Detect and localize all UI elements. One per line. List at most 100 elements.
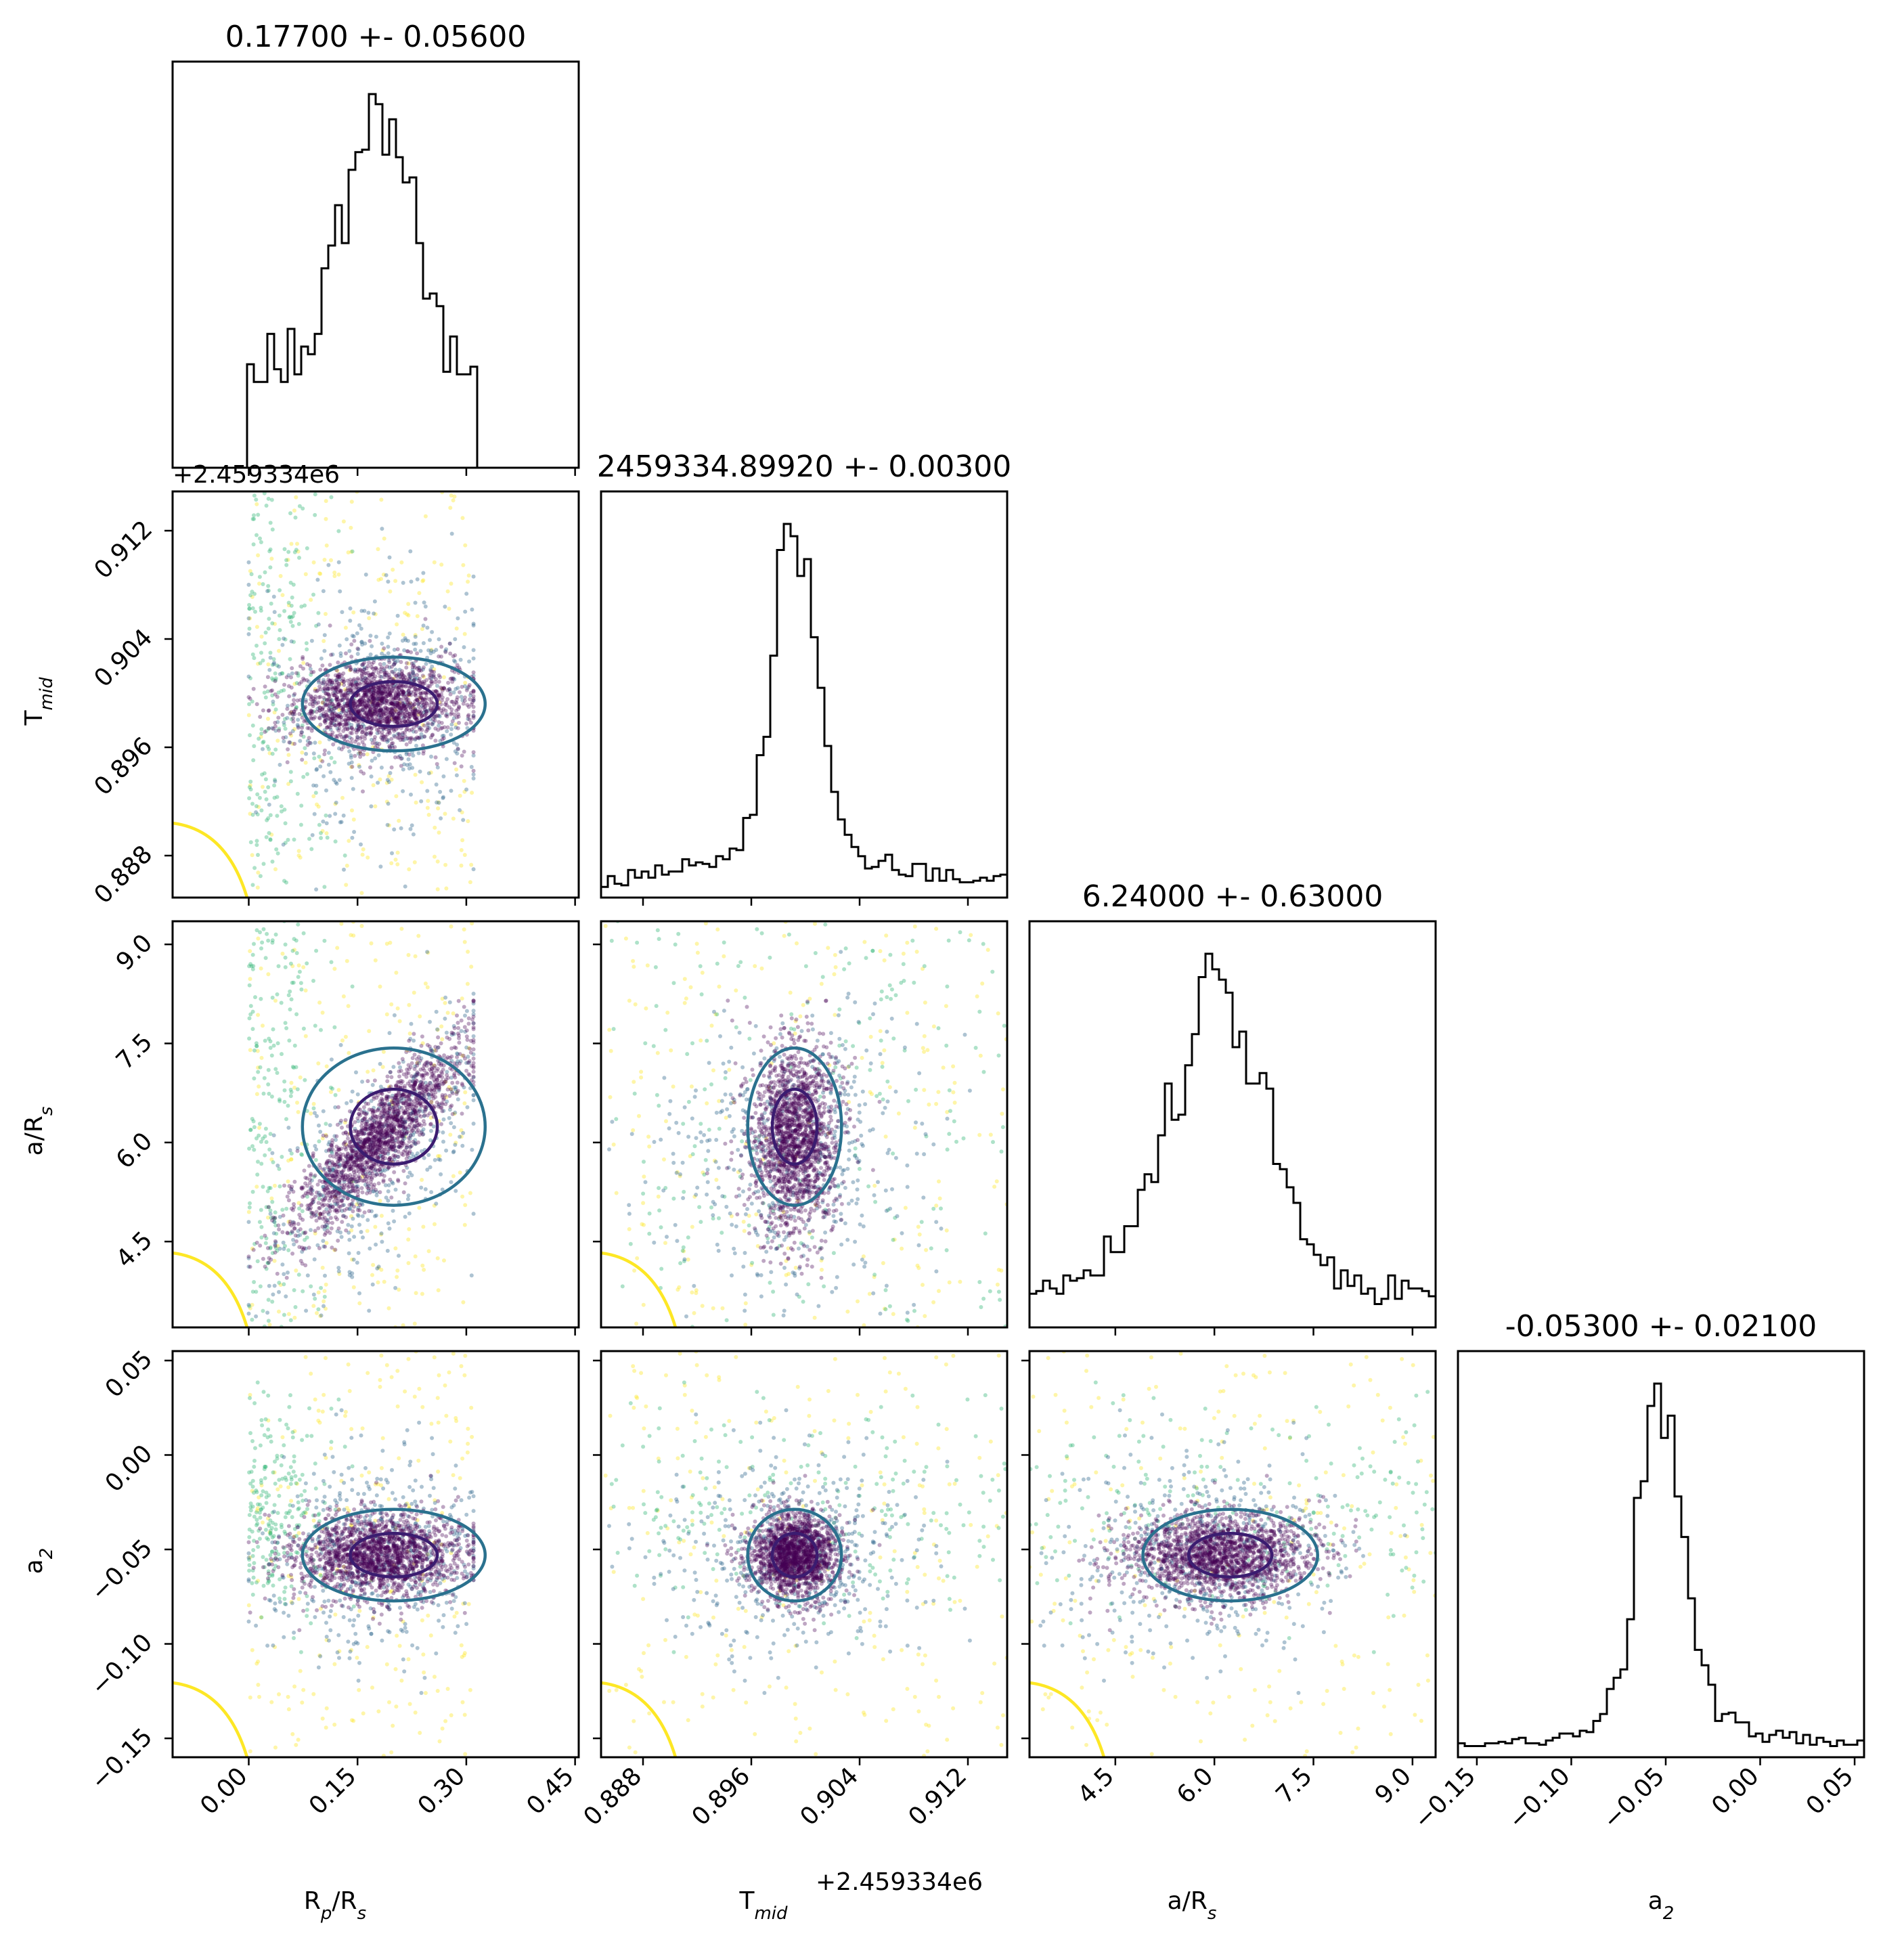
scatter-point: [301, 506, 305, 511]
scatter-point: [267, 831, 271, 835]
scatter-point: [379, 720, 384, 724]
scatter-point: [328, 1123, 332, 1128]
scatter-point: [368, 725, 373, 730]
scatter-point: [471, 697, 476, 701]
scatter-point: [289, 997, 294, 1002]
scatter-point: [263, 695, 268, 700]
scatter-point: [351, 703, 355, 708]
scatter-point: [339, 747, 344, 751]
scatter-point: [454, 1061, 459, 1066]
scatter-point: [280, 951, 285, 956]
scatter-point: [263, 570, 267, 575]
scatter-point: [329, 1149, 334, 1154]
scatter-point: [272, 1216, 277, 1221]
scatter-point: [412, 712, 417, 717]
scatter-point: [434, 1202, 439, 1206]
scatter-point: [313, 697, 317, 701]
scatter-point: [366, 1131, 371, 1136]
scatter-point: [369, 941, 374, 946]
scatter-point: [380, 648, 385, 653]
scatter-point: [433, 854, 437, 859]
scatter-point: [349, 642, 354, 646]
scatter-point: [439, 692, 443, 697]
scatter-point: [322, 633, 327, 638]
scatter-point: [324, 714, 329, 719]
scatter-point: [407, 1067, 412, 1072]
scatter-point: [366, 1070, 370, 1074]
scatter-point: [391, 684, 396, 688]
scatter-point: [349, 667, 353, 672]
scatter-point: [398, 1065, 402, 1070]
scatter-point: [360, 663, 365, 667]
scatter-point: [378, 708, 382, 713]
scatter-point: [471, 715, 476, 720]
scatter-point: [348, 688, 353, 693]
scatter-point: [452, 1026, 457, 1030]
scatter-point: [313, 512, 317, 517]
scatter-point: [277, 1166, 282, 1171]
scatter-point: [326, 1218, 330, 1222]
scatter-point: [325, 697, 329, 702]
scatter-point: [297, 711, 302, 716]
scatter-point: [317, 695, 322, 700]
scatter-point: [464, 722, 469, 726]
scatter-point: [383, 1101, 388, 1106]
scatter-point: [356, 709, 361, 714]
scatter-point: [413, 686, 418, 691]
scatter-point: [269, 556, 274, 561]
scatter-point: [363, 641, 368, 646]
scatter-point: [388, 685, 393, 689]
scatter-point: [292, 948, 296, 952]
scatter-point: [386, 672, 391, 677]
scatter-point: [380, 1239, 384, 1244]
scatter-point: [269, 688, 273, 693]
scatter-point: [333, 1105, 338, 1109]
scatter-point: [322, 689, 326, 694]
scatter-point: [363, 1183, 368, 1187]
scatter-point: [360, 678, 365, 682]
scatter-point: [259, 651, 263, 655]
scatter-point: [421, 1087, 426, 1092]
scatter-point: [319, 713, 324, 718]
scatter-point: [310, 833, 315, 837]
scatter-point: [390, 1134, 394, 1139]
scatter-point: [341, 1363, 345, 1367]
scatter-point: [399, 764, 403, 768]
scatter-point: [342, 1203, 346, 1208]
scatter-point: [356, 1155, 361, 1160]
scatter-point: [353, 1126, 357, 1131]
scatter-point: [376, 1139, 380, 1143]
scatter-point: [369, 804, 374, 809]
scatter-point: [286, 782, 291, 787]
scatter-point: [371, 700, 376, 705]
scatter-point: [455, 695, 460, 700]
scatter-point: [417, 725, 422, 730]
scatter-point: [399, 672, 404, 677]
scatter-point: [324, 691, 329, 696]
scatter-point: [358, 755, 363, 759]
scatter-point: [329, 723, 334, 728]
scatter-point: [435, 887, 440, 891]
scatter-point: [422, 707, 427, 712]
scatter-point: [435, 765, 440, 770]
scatter-point: [339, 682, 344, 686]
scatter-point: [384, 1128, 389, 1132]
scatter-point: [255, 885, 260, 890]
scatter-point: [396, 755, 401, 759]
scatter-point: [349, 1180, 353, 1185]
scatter-point: [344, 703, 349, 708]
scatter-point: [339, 715, 343, 720]
scatter-point: [363, 690, 367, 695]
scatter-point: [454, 773, 459, 778]
scatter-point: [437, 714, 442, 719]
scatter-point: [247, 1036, 252, 1041]
scatter-point: [312, 1174, 317, 1179]
scatter-point: [433, 738, 438, 743]
scatter-point: [413, 634, 418, 639]
scatter-point: [415, 735, 420, 740]
scatter-point: [337, 1162, 341, 1166]
scatter-point: [406, 702, 411, 707]
scatter-point: [368, 1128, 373, 1133]
scatter-point: [392, 1137, 397, 1141]
scatter-point: [300, 1209, 305, 1214]
